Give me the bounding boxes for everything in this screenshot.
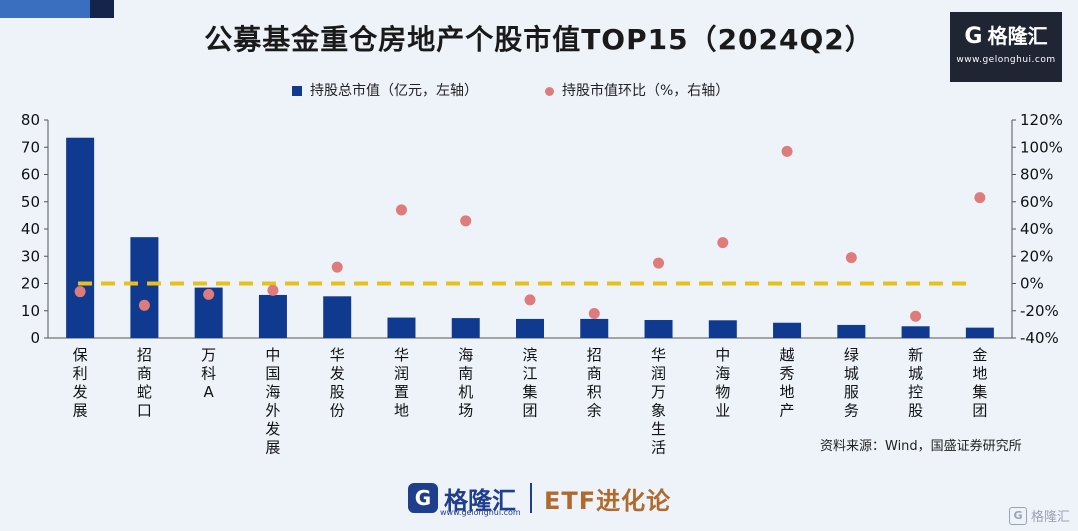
bar: [580, 318, 609, 338]
x-tick-label: 华润万象生活: [651, 346, 666, 457]
logo-icon: G: [964, 24, 983, 49]
scatter-point: [717, 237, 729, 249]
right-tick-label: 20%: [1020, 247, 1053, 265]
bar: [708, 320, 737, 338]
brand-logo: G 格隆汇 www.gelonghui.com: [950, 12, 1062, 82]
left-tick-label: 20: [21, 275, 40, 293]
left-tick-label: 40: [21, 220, 40, 238]
scatter-point: [460, 215, 472, 227]
bar: [516, 318, 544, 338]
scatter-point: [653, 257, 665, 269]
x-tick-label: 中国海外发展: [265, 346, 280, 457]
scatter-point: [524, 294, 536, 306]
scatter-point: [781, 145, 793, 157]
bottom-logo-icon: G: [408, 483, 438, 513]
bottom-logo-brand: 格隆汇: [444, 486, 516, 515]
right-tick-label: 40%: [1020, 220, 1053, 238]
bar: [66, 137, 95, 338]
x-tick-label: 滨江集团: [522, 346, 537, 420]
scatter-point: [138, 299, 150, 311]
bar: [258, 294, 287, 338]
left-tick-label: 10: [21, 302, 40, 320]
right-tick-label: 0%: [1020, 275, 1044, 293]
right-tick-label: -20%: [1020, 302, 1059, 320]
left-tick-label: 0: [30, 329, 40, 347]
scatter-point: [974, 192, 986, 204]
scatter-point: [331, 261, 343, 273]
chart-title: 公募基金重仓房地产个股市值TOP15（2024Q2）: [204, 23, 874, 56]
x-tick-label: 招商蛇口: [137, 346, 152, 420]
bar: [323, 296, 352, 338]
right-tick-label: 60%: [1020, 193, 1053, 211]
right-tick-label: 100%: [1020, 138, 1063, 156]
top-accent-bar: [0, 0, 95, 18]
right-tick-label: -40%: [1020, 329, 1059, 347]
bottom-logo-url: www.gelonghui.com: [440, 508, 521, 517]
logo-brand: 格隆汇: [987, 24, 1048, 48]
scatter-point: [74, 286, 86, 298]
x-tick-label: 金地集团: [972, 346, 987, 420]
left-tick-label: 80: [21, 111, 40, 129]
right-tick-label: 120%: [1020, 111, 1063, 129]
bottom-logo-separator: [530, 483, 532, 513]
legend-item-dot: 持股市值环比（%，右轴）: [545, 80, 729, 100]
legend-label-bar: 持股总市值（亿元，左轴）: [310, 83, 478, 99]
legend-swatch-bar: [292, 86, 302, 96]
scatter-point: [845, 252, 857, 264]
x-tick-label: 中海物业: [715, 346, 730, 420]
left-tick-label: 60: [21, 166, 40, 184]
bar: [773, 322, 802, 338]
x-tick-label: 海南机场: [458, 346, 473, 420]
scatter-point: [910, 310, 922, 322]
watermark-icon: G: [1008, 506, 1027, 525]
x-tick-label: 越秀地产: [780, 346, 795, 420]
scatter-point: [267, 284, 279, 296]
legend-label-dot: 持股市值环比（%，右轴）: [562, 83, 730, 99]
x-tick-label: 新城控股: [908, 346, 923, 420]
watermark-text: 格隆汇: [1030, 510, 1070, 525]
bar: [965, 327, 994, 338]
legend-item-bar: 持股总市值（亿元，左轴）: [292, 80, 478, 100]
bar: [451, 318, 480, 338]
bar: [130, 237, 159, 338]
bar: [901, 326, 930, 338]
x-tick-label: 华润置地: [394, 346, 409, 420]
bar: [387, 317, 416, 338]
x-tick-label: 绿城服务: [844, 346, 859, 420]
legend-swatch-dot: [545, 86, 554, 96]
bottom-logo-tagline: ETF进化论: [544, 486, 672, 515]
bar: [837, 324, 866, 338]
bottom-logo: G 格隆汇 www.gelonghui.com ETF进化论: [408, 480, 672, 517]
x-tick-label: 招商积余: [587, 346, 602, 420]
watermark: G 格隆汇: [1008, 506, 1070, 525]
scatter-point: [395, 204, 407, 216]
top-accent-bar-dark: [90, 0, 114, 18]
x-tick-label: 华发股份: [330, 346, 345, 420]
left-tick-label: 50: [21, 193, 40, 211]
x-tick-label: 保利发展: [73, 346, 88, 420]
source-note: 资料来源：Wind，国盛证券研究所: [820, 439, 1022, 454]
left-tick-label: 30: [21, 247, 40, 265]
logo-url: www.gelonghui.com: [956, 55, 1056, 65]
chart-legend: 持股总市值（亿元，左轴） 持股市值环比（%，右轴）: [0, 80, 1078, 100]
bar: [644, 320, 673, 338]
scatter-point: [588, 307, 600, 319]
right-tick-label: 80%: [1020, 166, 1053, 184]
x-tick-label: 万科 A: [201, 346, 216, 401]
scatter-point: [203, 288, 215, 300]
left-tick-label: 70: [21, 138, 40, 156]
